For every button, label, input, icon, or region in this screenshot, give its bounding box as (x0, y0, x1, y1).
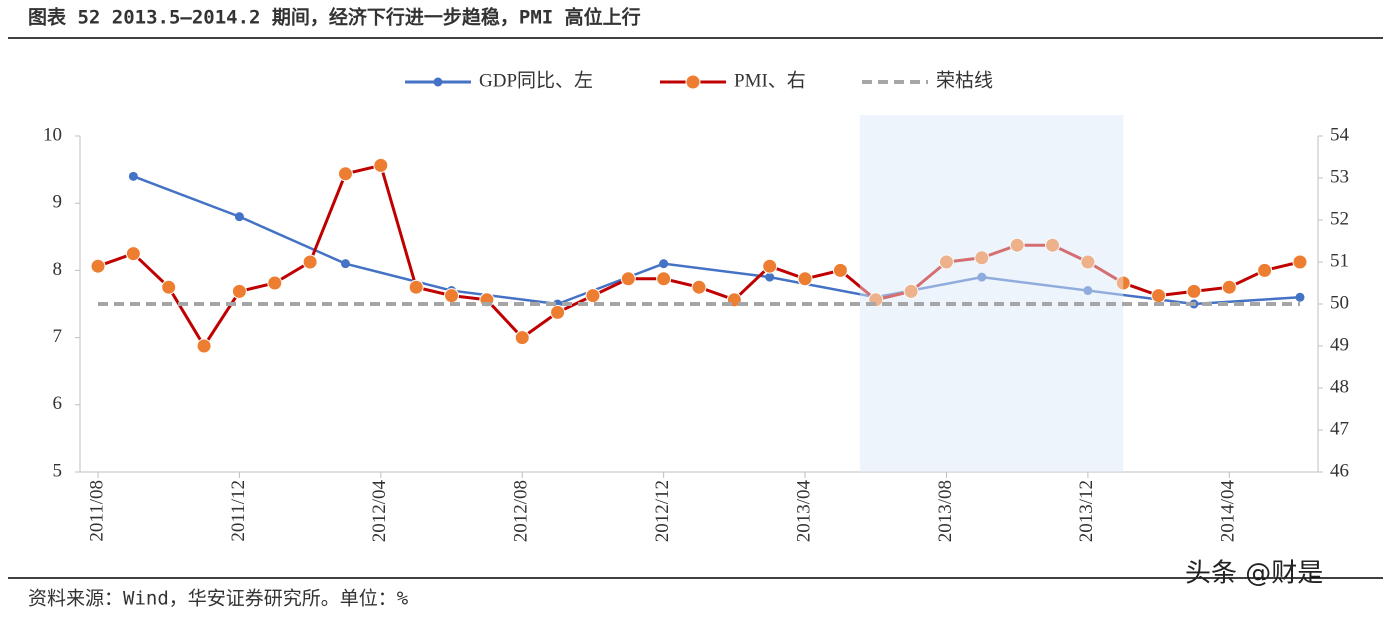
y-tick-label: 5 (53, 460, 63, 481)
y2-tick-label: 50 (1330, 292, 1349, 313)
y2-tick-label: 51 (1330, 250, 1349, 271)
series-marker (267, 275, 283, 291)
series-marker (125, 246, 141, 262)
series-marker (691, 279, 707, 295)
series-marker (765, 272, 775, 282)
series-marker (620, 271, 636, 287)
series-marker (408, 279, 424, 295)
y-tick-label: 8 (53, 259, 63, 280)
series-marker (1257, 262, 1273, 278)
series-marker (1045, 237, 1061, 253)
y-tick-label: 9 (53, 192, 63, 213)
series-marker (340, 259, 350, 269)
y-tick-label: 6 (53, 393, 63, 414)
series-line (132, 175, 1301, 306)
series-marker (444, 288, 460, 304)
x-tick-label: 2011/08 (86, 480, 107, 542)
series-marker (977, 272, 987, 282)
series-marker (974, 250, 990, 266)
series-marker (1186, 283, 1202, 299)
series-marker (656, 271, 672, 287)
y-tick-label: 10 (43, 124, 62, 145)
series-marker (196, 338, 212, 354)
source: 资料来源：Wind，华安证券研究所。单位：% (28, 588, 409, 610)
chart-title: 图表 52 2013.5—2014.2 期间，经济下行进一步趋稳，PMI 高位上… (28, 6, 641, 29)
legend-label: 荣枯线 (936, 69, 993, 91)
series-marker (1083, 286, 1093, 296)
series-marker (1115, 275, 1131, 291)
watermark: 头条 @财是 (1185, 559, 1323, 589)
series-marker (1151, 288, 1167, 304)
y2-tick-label: 49 (1330, 334, 1349, 355)
y2-tick-label: 48 (1330, 376, 1349, 397)
series-marker (128, 171, 138, 181)
series-marker (1080, 254, 1096, 270)
series-marker (797, 271, 813, 287)
series-marker (762, 258, 778, 274)
series-marker (337, 166, 353, 182)
series-marker (1221, 279, 1237, 295)
x-tick-label: 2012/04 (369, 480, 390, 543)
legend-label: GDP同比、左 (479, 69, 593, 91)
series-marker (302, 254, 318, 270)
series-marker (161, 279, 177, 295)
x-tick-label: 2011/12 (228, 480, 249, 542)
series-marker (373, 157, 389, 173)
series-marker (231, 283, 247, 299)
series-marker (514, 330, 530, 346)
series-marker (659, 259, 669, 269)
y2-tick-label: 52 (1330, 208, 1349, 229)
x-tick-label: 2012/12 (652, 480, 673, 542)
legend-marker (685, 74, 701, 90)
series-marker (903, 283, 919, 299)
legend-marker (433, 77, 443, 87)
series-marker (1292, 254, 1308, 270)
y-tick-label: 7 (53, 326, 63, 347)
series-marker (550, 304, 566, 320)
series-marker (1009, 237, 1025, 253)
series-marker (1295, 292, 1305, 302)
x-tick-label: 2012/08 (511, 480, 532, 542)
y2-tick-label: 53 (1330, 166, 1349, 187)
x-tick-label: 2013/12 (1076, 480, 1097, 542)
series-marker (585, 288, 601, 304)
x-tick-label: 2013/04 (793, 480, 814, 543)
legend-label: PMI、右 (734, 69, 806, 91)
x-tick-label: 2014/04 (1218, 480, 1239, 543)
x-tick-label: 2013/08 (935, 480, 956, 542)
y2-tick-label: 46 (1330, 460, 1349, 481)
highlight-veil (859, 115, 1124, 472)
series-marker (832, 262, 848, 278)
series-marker (90, 258, 106, 274)
y2-tick-label: 47 (1330, 418, 1349, 439)
y2-tick-label: 54 (1330, 124, 1350, 145)
series-marker (234, 212, 244, 222)
series-marker (938, 254, 954, 270)
